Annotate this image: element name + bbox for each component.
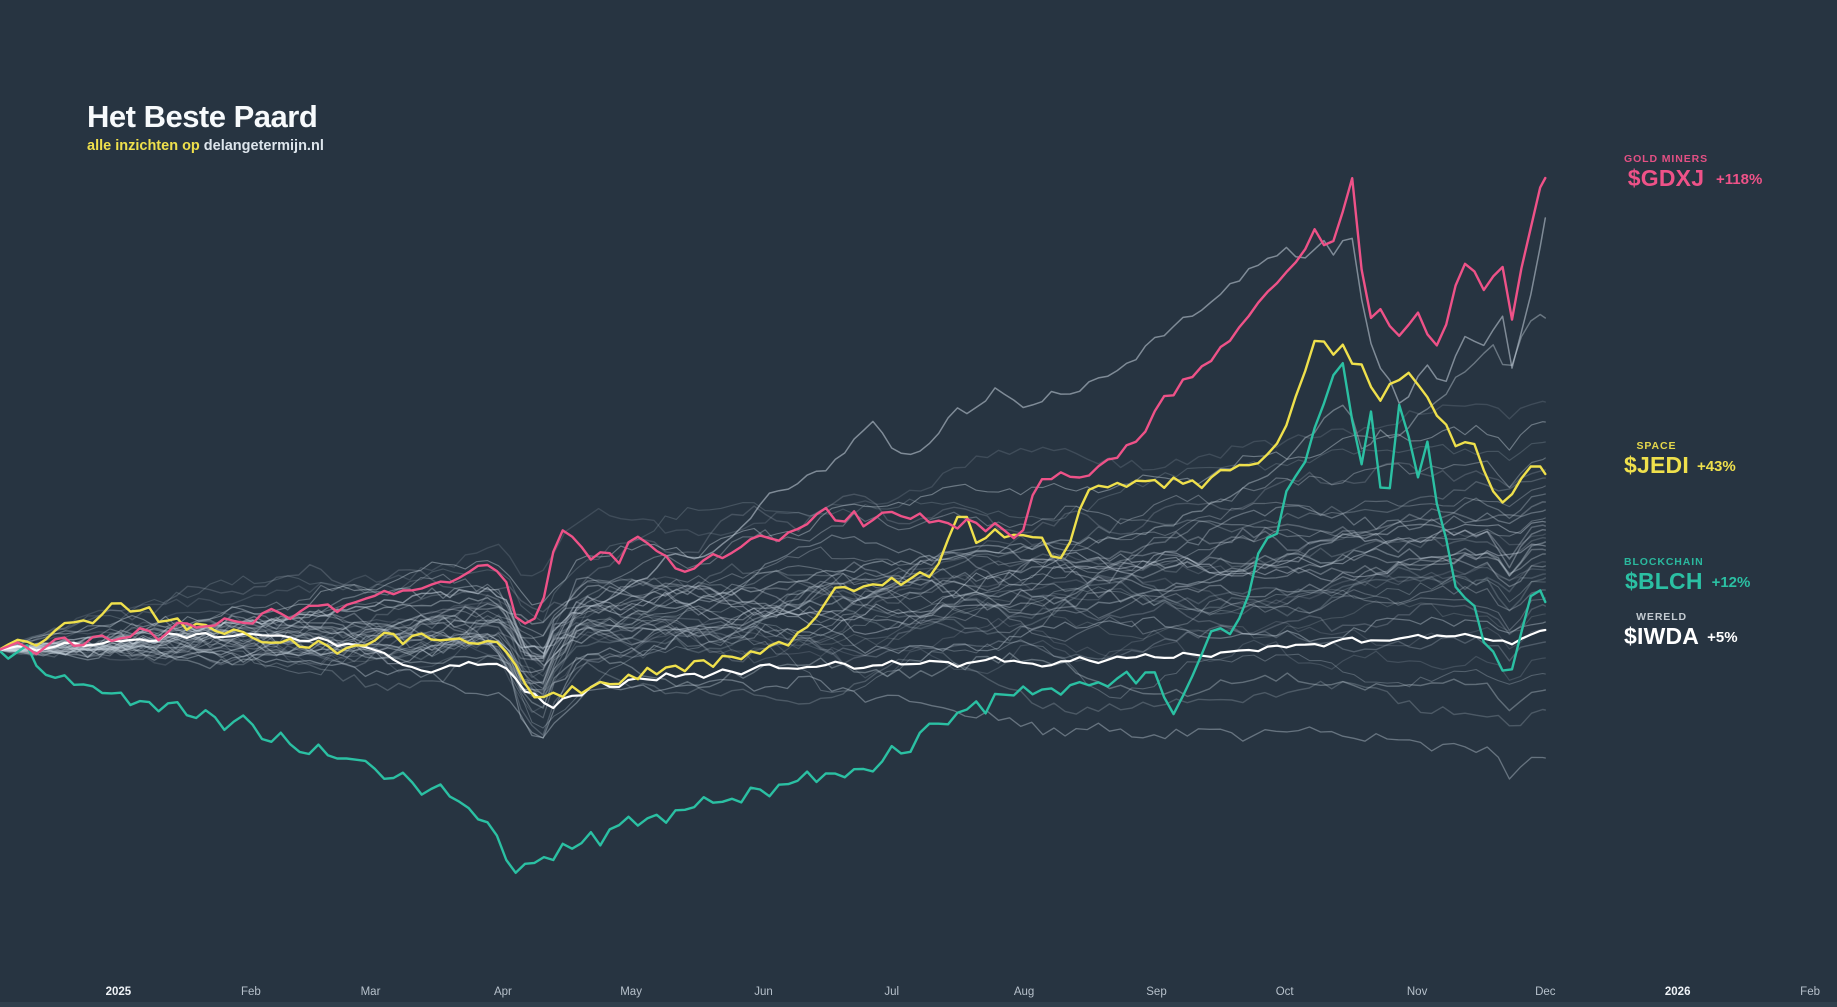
series-label-jedi: SPACE $JEDI +43% [1624,440,1736,477]
footer-strip [0,1002,1837,1007]
x-axis-tick: 2025 [105,986,132,998]
page-subtitle: alle inzichten op delangetermijn.nl [87,138,324,154]
x-axis-tick: Feb [240,986,261,998]
series-ticker: $BLCH [1624,568,1703,594]
x-axis-tick: 2026 [1664,986,1691,998]
series-ticker: $GDXJ [1627,165,1705,191]
subtitle-highlight: alle inzichten op [87,138,200,155]
series-change: +43% [1696,458,1736,475]
series-category: BLOCKCHAIN [1624,556,1704,568]
series-category: GOLD MINERS [1624,153,1708,165]
x-axis-tick: Nov [1406,986,1428,998]
series-change: +12% [1711,574,1751,591]
series-ticker: $JEDI [1624,452,1689,478]
x-axis-tick: Mar [360,986,381,998]
x-axis-tick: Feb [1800,986,1821,998]
series-category: SPACE [1636,440,1677,452]
x-axis-tick: Jul [884,986,900,998]
series-ticker: $IWDA [1624,623,1700,649]
series-change: +118% [1716,171,1763,188]
series-change: +5% [1707,629,1738,646]
series-label-gdxj: GOLD MINERS $GDXJ +118% [1624,153,1762,190]
subtitle-site-link: delangetermijn.nl [203,138,324,155]
series-label-blch: BLOCKCHAIN $BLCH +12% [1624,556,1750,593]
x-axis-tick: Dec [1535,986,1556,998]
x-axis-tick: Sep [1146,986,1167,998]
x-axis-tick: May [620,986,642,998]
series-category: WERELD [1636,611,1688,623]
page-title: Het Beste Paard [87,99,318,134]
series-label-iwda: WERELD $IWDA +5% [1624,611,1738,648]
header: Het Beste Paard alle inzichten op delange… [87,99,324,154]
x-axis-tick: Aug [1013,986,1035,998]
x-axis-tick: Oct [1275,986,1294,998]
x-axis-tick: Jun [754,986,773,998]
x-axis-tick: Apr [493,986,512,998]
